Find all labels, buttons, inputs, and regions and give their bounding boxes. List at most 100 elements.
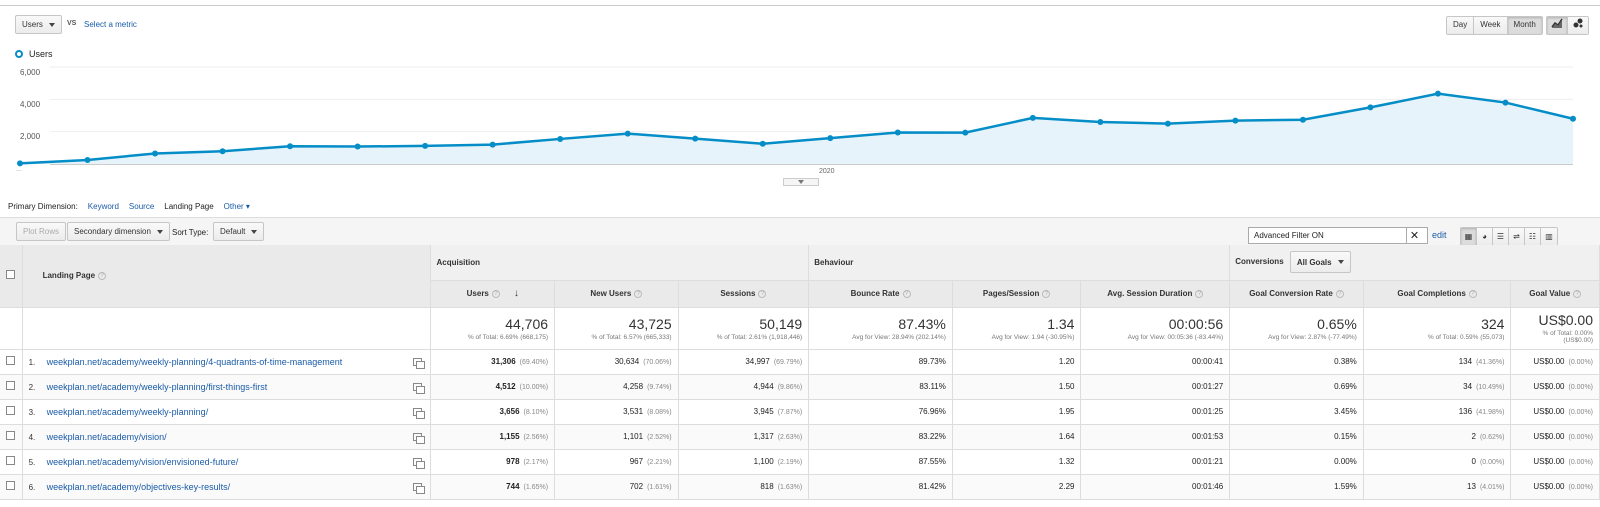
secondary-dimension-select[interactable]: Secondary dimension xyxy=(67,222,170,241)
filter-input[interactable]: Advanced Filter ON xyxy=(1248,227,1428,244)
data-point[interactable] xyxy=(692,135,699,142)
col-users[interactable]: Users? ↓ xyxy=(430,280,556,308)
select-all-checkbox[interactable] xyxy=(6,270,16,280)
performance-bar-icon[interactable]: ☰ xyxy=(1493,228,1509,245)
data-point[interactable] xyxy=(17,160,23,167)
row-checkbox[interactable] xyxy=(6,481,16,490)
data-point[interactable] xyxy=(1570,115,1576,122)
totals-empty-cell xyxy=(0,307,23,350)
col-goal-conversion-rate[interactable]: Goal Conversion Rate? xyxy=(1229,280,1364,308)
motion-chart-icon[interactable] xyxy=(1568,17,1588,34)
data-point[interactable] xyxy=(1097,118,1104,125)
help-icon[interactable]: ? xyxy=(1042,289,1051,298)
all-goals-select[interactable]: All Goals xyxy=(1289,251,1351,274)
data-point[interactable] xyxy=(152,150,159,157)
data-point[interactable] xyxy=(1232,117,1239,124)
help-icon[interactable]: ? xyxy=(98,272,107,281)
landing-page-link[interactable]: weekplan.net/academy/vision/envisioned-f… xyxy=(46,456,239,467)
data-point[interactable] xyxy=(219,148,226,155)
data-point[interactable] xyxy=(894,129,901,136)
data-point[interactable] xyxy=(624,130,631,137)
data-point[interactable] xyxy=(1299,116,1306,123)
row-checkbox[interactable] xyxy=(6,356,16,365)
edit-filter-link[interactable]: edit xyxy=(1432,230,1447,240)
data-point[interactable] xyxy=(422,142,429,149)
total-value: 324 xyxy=(1481,315,1505,332)
avg-duration-cell: 00:01:21 xyxy=(1080,449,1231,475)
dimension-other[interactable]: Other ▾ xyxy=(223,202,250,211)
col-goal-value[interactable]: Goal Value? xyxy=(1510,280,1600,308)
dimension-keyword[interactable]: Keyword xyxy=(87,202,119,211)
metric-select[interactable]: Users xyxy=(15,15,62,34)
dimension-source[interactable]: Source xyxy=(128,202,155,211)
row-checkbox[interactable] xyxy=(6,456,16,465)
col-new-users[interactable]: New Users? xyxy=(554,280,679,308)
open-page-icon[interactable] xyxy=(413,432,426,444)
col-avg-session-duration[interactable]: Avg. Session Duration? xyxy=(1080,280,1231,308)
open-page-icon[interactable] xyxy=(413,357,426,369)
users-cell: 744 (1.65%) xyxy=(430,474,556,500)
granularity-week[interactable]: Week xyxy=(1474,17,1508,34)
clear-filter-icon[interactable]: ✕ xyxy=(1406,228,1422,243)
select-metric-link[interactable]: Select a metric xyxy=(84,20,137,29)
landing-page-link[interactable]: weekplan.net/academy/vision/ xyxy=(46,431,167,442)
data-point[interactable] xyxy=(84,156,91,163)
new-users-cell: 3,531 (8.08%) xyxy=(554,399,679,425)
data-point[interactable] xyxy=(1367,104,1374,111)
col-sessions[interactable]: Sessions? xyxy=(678,280,810,308)
line-chart-icon[interactable] xyxy=(1547,17,1568,34)
total-sub: % of Total: 6.57% (665,333) xyxy=(591,333,672,341)
row-checkbox[interactable] xyxy=(6,381,16,390)
acquisition-group: Acquisition xyxy=(430,245,810,281)
open-page-icon[interactable] xyxy=(413,382,426,394)
plot-rows-button[interactable]: Plot Rows xyxy=(16,222,67,241)
open-page-icon[interactable] xyxy=(413,457,426,469)
landing-page-link[interactable]: weekplan.net/academy/objectives-key-resu… xyxy=(46,481,231,492)
help-icon[interactable]: ? xyxy=(902,289,911,298)
data-point[interactable] xyxy=(354,143,361,150)
comparison-icon[interactable]: ⇌ xyxy=(1509,228,1525,245)
chart-collapse-handle[interactable] xyxy=(783,178,819,186)
granularity-month[interactable]: Month xyxy=(1507,17,1542,34)
row-checkbox[interactable] xyxy=(6,406,16,415)
data-point[interactable] xyxy=(1502,99,1509,106)
landing-page-link[interactable]: weekplan.net/academy/weekly-planning/fir… xyxy=(46,381,268,392)
help-icon[interactable]: ? xyxy=(1195,289,1204,298)
landing-page-header[interactable]: Landing Page? xyxy=(22,245,432,308)
row-checkbox[interactable] xyxy=(6,431,16,440)
help-icon[interactable]: ? xyxy=(1573,289,1582,298)
pivot-icon[interactable]: ▥ xyxy=(1541,228,1557,245)
help-icon[interactable]: ? xyxy=(1468,289,1477,298)
data-point[interactable] xyxy=(1164,120,1171,127)
col-bounce-rate[interactable]: Bounce Rate? xyxy=(808,280,953,308)
data-point[interactable] xyxy=(557,135,564,142)
total-value: 87.43% xyxy=(898,315,946,332)
open-page-icon[interactable] xyxy=(413,407,426,419)
gv-pct: (0.00%) xyxy=(1568,484,1593,491)
help-icon[interactable]: ? xyxy=(634,289,643,298)
gv-pct: (0.00%) xyxy=(1568,409,1593,416)
help-icon[interactable]: ? xyxy=(1335,289,1344,298)
dimension-landing-page[interactable]: Landing Page xyxy=(164,202,214,211)
pie-chart-icon[interactable]: ◕ xyxy=(1477,228,1493,245)
term-cloud-icon[interactable]: ☷ xyxy=(1525,228,1541,245)
landing-page-link[interactable]: weekplan.net/academy/weekly-planning/4-q… xyxy=(46,356,343,367)
col-pages-session[interactable]: Pages/Session? xyxy=(952,280,1082,308)
help-icon[interactable]: ? xyxy=(491,289,500,298)
data-point[interactable] xyxy=(962,129,969,136)
data-point[interactable] xyxy=(287,143,294,150)
sort-desc-icon[interactable]: ↓ xyxy=(513,288,519,299)
open-page-icon[interactable] xyxy=(413,482,426,494)
data-point[interactable] xyxy=(1029,114,1036,121)
sort-type-select[interactable]: Default xyxy=(213,222,265,241)
gc-pct: (41.36%) xyxy=(1476,359,1505,366)
col-goal-completions[interactable]: Goal Completions? xyxy=(1363,280,1512,308)
data-point[interactable] xyxy=(489,141,496,148)
landing-page-link[interactable]: weekplan.net/academy/weekly-planning/ xyxy=(46,406,209,417)
data-point[interactable] xyxy=(759,140,766,147)
data-table-icon[interactable]: ▦ xyxy=(1461,228,1477,245)
help-icon[interactable]: ? xyxy=(758,289,767,298)
data-point[interactable] xyxy=(1434,90,1441,97)
granularity-day[interactable]: Day xyxy=(1447,17,1475,34)
data-point[interactable] xyxy=(827,135,834,142)
